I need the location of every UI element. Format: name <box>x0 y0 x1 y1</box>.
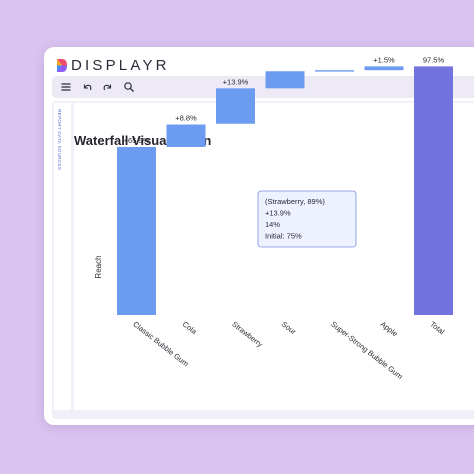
x-tick-label: Apple <box>379 319 400 338</box>
menu-button[interactable] <box>56 77 76 97</box>
search-icon <box>124 82 134 92</box>
redo-button[interactable] <box>98 77 118 97</box>
waterfall-bar[interactable] <box>364 66 404 71</box>
bar-data-label: 97.5% <box>423 55 445 64</box>
waterfall-bar[interactable] <box>117 146 156 315</box>
tooltip-line: Initial: 75% <box>265 232 302 241</box>
waterfall-bar[interactable] <box>216 88 255 124</box>
search-button[interactable] <box>119 77 139 97</box>
tooltip-line: (Strawberry, 89%) <box>265 197 325 206</box>
x-tick-label: Sour <box>280 319 298 336</box>
bar-data-label: +8.8% <box>175 114 197 123</box>
bar-data-label: +65.9% <box>124 136 150 145</box>
waterfall-bar[interactable] <box>166 124 206 147</box>
waterfall-bar[interactable] <box>315 70 354 72</box>
displayr-logo-mark-icon <box>57 58 67 72</box>
tooltip-line: +13.9% <box>265 209 291 218</box>
displayr-logo: DISPLAYR <box>56 55 170 75</box>
toolbar <box>52 76 474 98</box>
undo-button[interactable] <box>77 77 97 97</box>
undo-icon <box>83 84 92 91</box>
redo-icon <box>103 84 112 91</box>
tooltip-line: 14% <box>265 220 280 229</box>
report-data-sources-panel[interactable]: REPORT DATA SOURCES <box>54 103 71 410</box>
x-tick-label: Total <box>428 319 446 336</box>
side-panel-label[interactable]: REPORT DATA SOURCES <box>57 109 62 171</box>
bar-data-label: +1.5% <box>373 55 395 64</box>
y-axis-label: Reach <box>94 255 103 278</box>
menu-icon <box>61 83 71 91</box>
bar-data-label: +13.9% <box>223 77 249 86</box>
x-tick-label: Cola <box>181 319 199 336</box>
waterfall-bar[interactable] <box>414 66 453 315</box>
logo-text: DISPLAYR <box>71 56 170 74</box>
waterfall-bar[interactable] <box>265 71 305 89</box>
x-tick-label: Strawberry <box>230 319 264 349</box>
tooltip-box <box>257 190 357 248</box>
